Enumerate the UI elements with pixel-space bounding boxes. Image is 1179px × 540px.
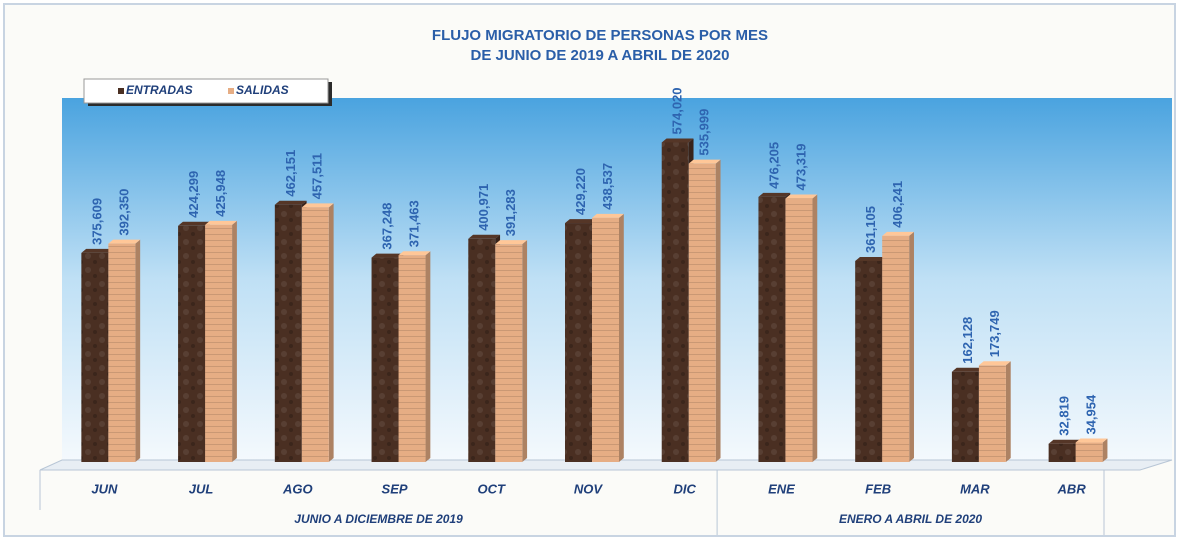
bar-side bbox=[715, 159, 721, 462]
bar-top bbox=[108, 239, 141, 244]
data-label: 473,319 bbox=[793, 144, 808, 191]
bar-top bbox=[661, 138, 694, 143]
bar-texture bbox=[274, 204, 302, 462]
legend-swatch bbox=[228, 88, 234, 94]
bar-top bbox=[301, 203, 334, 208]
data-label: 32,819 bbox=[1057, 396, 1072, 436]
bar-texture bbox=[1048, 443, 1076, 462]
group-label: ENERO A ABRIL DE 2020 bbox=[839, 512, 982, 526]
bar-texture bbox=[785, 198, 813, 462]
x-tick-label: ENE bbox=[768, 481, 795, 496]
bar-texture bbox=[688, 163, 716, 462]
bar-texture bbox=[661, 142, 689, 462]
bar-top bbox=[274, 200, 307, 205]
bar-top bbox=[1048, 439, 1081, 444]
x-tick-label: FEB bbox=[865, 481, 891, 496]
bar-top bbox=[855, 256, 887, 261]
bar-texture bbox=[495, 244, 523, 462]
data-label: 391,283 bbox=[503, 189, 518, 236]
bar-top bbox=[81, 248, 114, 253]
legend-label: ENTRADAS bbox=[126, 83, 193, 97]
data-label: 535,999 bbox=[697, 109, 712, 156]
bar-side bbox=[619, 213, 624, 462]
bar-texture bbox=[758, 196, 786, 463]
bar-top bbox=[951, 367, 984, 372]
bar-top bbox=[398, 251, 431, 256]
bar-texture bbox=[978, 365, 1006, 462]
bar-top bbox=[1075, 438, 1108, 443]
legend-label: SALIDAS bbox=[236, 83, 289, 97]
data-label: 574,020 bbox=[670, 87, 685, 134]
bar-texture bbox=[1075, 442, 1103, 462]
bar-texture bbox=[371, 257, 399, 462]
bar-texture bbox=[468, 238, 496, 462]
bar-texture bbox=[81, 252, 109, 462]
data-label: 462,151 bbox=[283, 150, 298, 197]
bar-top bbox=[178, 221, 210, 226]
data-label: 400,971 bbox=[476, 184, 491, 231]
data-label: 367,248 bbox=[379, 203, 394, 250]
bar-texture bbox=[592, 217, 619, 462]
bar-side bbox=[1102, 438, 1108, 462]
bar-top bbox=[205, 220, 237, 225]
data-label: 476,205 bbox=[766, 142, 781, 189]
data-label: 424,299 bbox=[186, 171, 201, 218]
bar-side bbox=[812, 194, 818, 462]
x-tick-label: JUL bbox=[189, 481, 214, 496]
bar-top bbox=[592, 213, 624, 218]
group-label: JUNIO A DICIEMBRE DE 2019 bbox=[294, 512, 463, 526]
bar-side bbox=[1005, 361, 1011, 462]
bar-top bbox=[978, 361, 1011, 366]
bar-texture bbox=[951, 371, 979, 462]
bar-texture bbox=[178, 225, 206, 462]
bar-top bbox=[371, 253, 404, 258]
data-label: 34,954 bbox=[1084, 394, 1099, 435]
bar-top bbox=[882, 231, 914, 236]
bar-top bbox=[565, 219, 597, 224]
x-tick-label: SEP bbox=[382, 481, 408, 496]
bar-texture bbox=[565, 223, 592, 462]
bar-side bbox=[232, 220, 237, 462]
data-label: 425,948 bbox=[213, 170, 228, 217]
bar-texture bbox=[882, 235, 910, 462]
bar-texture bbox=[205, 224, 233, 462]
bar-top bbox=[468, 234, 501, 239]
bar-texture bbox=[855, 260, 883, 462]
legend bbox=[83, 78, 329, 104]
bar-side bbox=[425, 251, 431, 462]
data-label: 392,350 bbox=[116, 189, 131, 236]
data-label: 361,105 bbox=[863, 206, 878, 253]
legend-swatch bbox=[118, 88, 124, 94]
data-label: 162,128 bbox=[960, 317, 975, 364]
x-tick-label: AGO bbox=[282, 481, 313, 496]
chart-title: DE JUNIO DE 2019 A ABRIL DE 2020 bbox=[471, 47, 730, 64]
bar-texture bbox=[108, 243, 136, 462]
bar-top bbox=[785, 194, 818, 199]
data-label: 375,609 bbox=[89, 198, 104, 245]
bar-top bbox=[758, 192, 791, 197]
bar-top bbox=[495, 240, 528, 245]
x-tick-label: DIC bbox=[674, 481, 697, 496]
bar-side bbox=[522, 240, 528, 462]
data-label: 438,537 bbox=[600, 163, 615, 210]
bar-texture bbox=[301, 207, 329, 462]
x-tick-label: NOV bbox=[574, 481, 604, 496]
bar-side bbox=[909, 231, 914, 462]
bar-side bbox=[135, 239, 141, 462]
data-label: 371,463 bbox=[406, 200, 421, 247]
x-tick-label: OCT bbox=[478, 481, 507, 496]
chart-title: FLUJO MIGRATORIO DE PERSONAS POR MES bbox=[432, 27, 768, 44]
data-label: 429,220 bbox=[573, 168, 588, 215]
x-tick-label: ABR bbox=[1057, 481, 1087, 496]
bar-top bbox=[688, 159, 721, 164]
x-tick-label: MAR bbox=[960, 481, 990, 496]
x-tick-label: JUN bbox=[91, 481, 118, 496]
data-label: 173,749 bbox=[987, 310, 1002, 357]
data-label: 406,241 bbox=[890, 181, 905, 228]
bar-side bbox=[328, 203, 334, 462]
data-label: 457,511 bbox=[310, 153, 325, 199]
bar-texture bbox=[398, 255, 426, 462]
